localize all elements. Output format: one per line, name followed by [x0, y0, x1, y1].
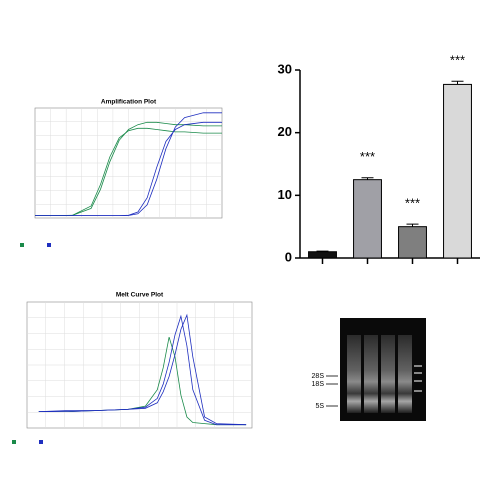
data-line: [35, 121, 222, 216]
bar: [353, 179, 382, 259]
y-tick-label: 20: [278, 124, 292, 139]
data-line: [38, 313, 247, 426]
gel-label: 5S: [315, 403, 324, 410]
error-bar: [451, 80, 464, 85]
annotation: ***: [405, 196, 420, 211]
y-tick-label: 0: [285, 249, 292, 264]
legend-swatch: [47, 243, 51, 247]
bar: [443, 83, 472, 259]
annotation: ***: [360, 149, 375, 164]
bar: [308, 251, 337, 259]
data-line: [35, 112, 222, 216]
legend-swatch: [39, 440, 43, 444]
y-tick-label: 30: [278, 61, 292, 76]
gel-label: 18S: [312, 381, 325, 388]
chart-title: Amplification Plot: [101, 99, 157, 106]
error-bar: [316, 250, 329, 252]
chart-title: Melt Curve Plot: [116, 292, 164, 299]
annotation: ***: [450, 53, 465, 68]
error-bar: [361, 177, 374, 180]
bar: [398, 226, 427, 259]
error-bar: [406, 223, 419, 227]
legend-swatch: [20, 243, 24, 247]
legend-swatch: [12, 440, 16, 444]
gel-label: 28S: [312, 373, 325, 380]
gel-image: 28S 18S 5S: [312, 318, 426, 421]
y-tick-label: 10: [278, 187, 292, 202]
data-line: [35, 127, 222, 216]
